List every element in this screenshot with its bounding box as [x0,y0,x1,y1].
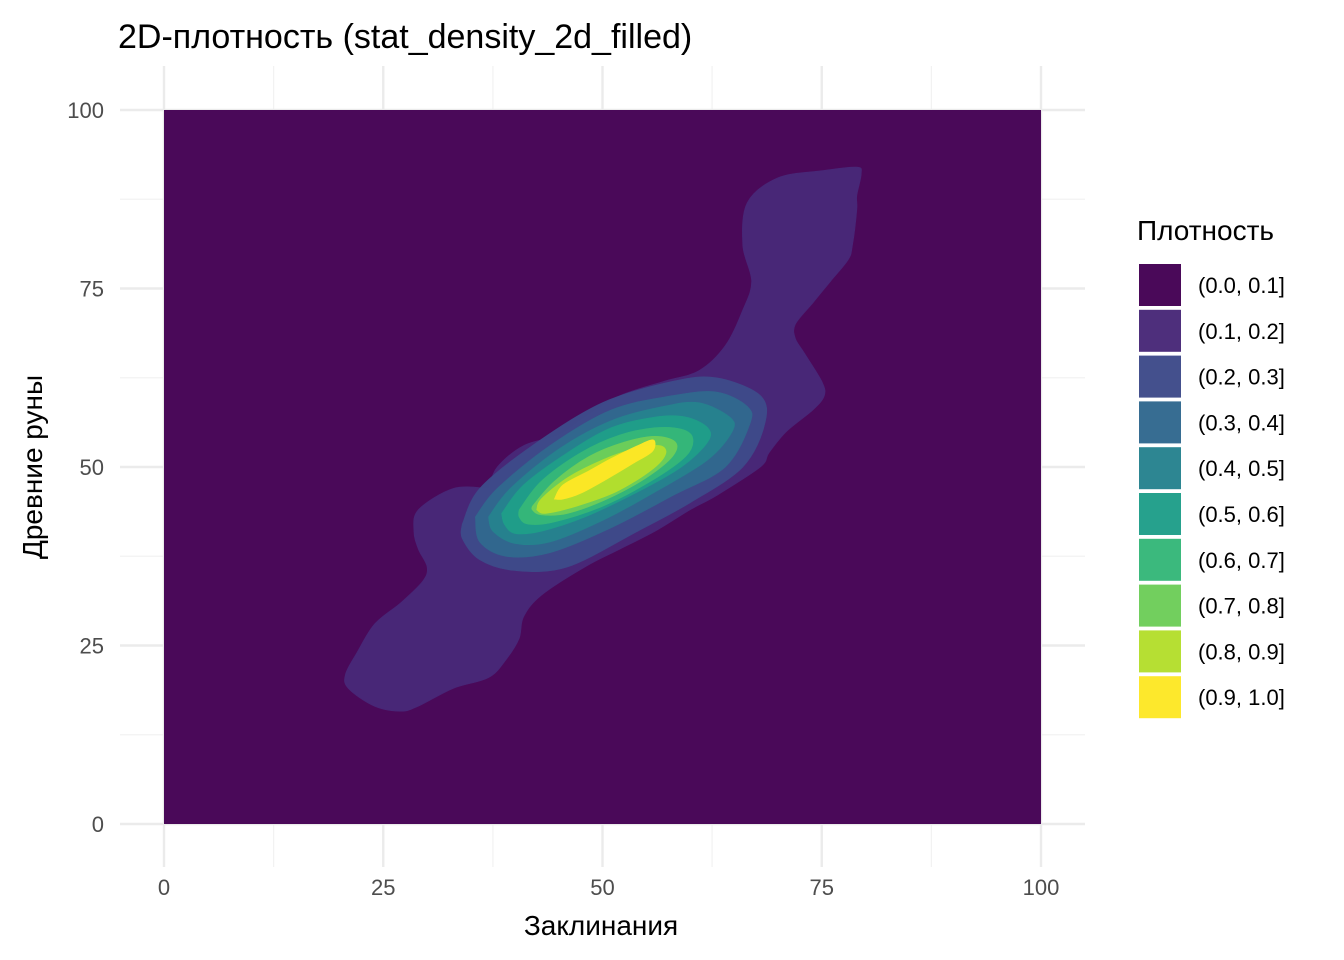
legend-label: (0.1, 0.2] [1198,319,1285,344]
x-axis: 0 25 50 75 100 [158,875,1059,900]
legend-label: (0.4, 0.5] [1198,456,1285,481]
legend-swatch [1139,676,1181,719]
legend-swatch [1139,355,1181,398]
legend-swatch [1139,447,1181,490]
legend-swatch [1139,401,1181,444]
density-band-9 [553,439,656,500]
legend-swatch [1139,538,1181,581]
chart-title: 2D-плотность (stat_density_2d_filled) [118,18,692,56]
legend-swatch [1139,264,1181,306]
legend-label: (0.6, 0.7] [1198,548,1285,573]
legend-swatch [1139,630,1181,673]
legend-label: (0.0, 0.1] [1198,273,1285,298]
y-tick-label: 0 [92,812,104,837]
x-tick-label: 0 [158,875,170,900]
legend-swatch [1139,309,1181,352]
legend-swatch [1139,584,1181,627]
legend-label: (0.7, 0.8] [1198,594,1285,619]
x-tick-label: 75 [810,875,834,900]
legend-label: (0.8, 0.9] [1198,639,1285,664]
y-tick-label: 75 [80,277,104,302]
y-axis-title: Древние руны [17,375,48,559]
y-tick-label: 50 [80,455,104,480]
legend-swatch [1139,493,1181,535]
x-axis-title: Заклинания [524,910,678,941]
x-tick-label: 25 [371,875,395,900]
plot-panel [164,110,1041,824]
legend-label: (0.3, 0.4] [1198,410,1285,435]
x-tick-label: 50 [590,875,614,900]
x-tick-label: 100 [1023,875,1060,900]
y-axis: 0 25 50 75 100 [67,98,104,837]
legend: (0.0, 0.1] (0.1, 0.2] (0.2, 0.3] (0.3, 0.4]… [1139,264,1285,719]
y-tick-label: 25 [80,634,104,659]
y-tick-label: 100 [67,98,104,123]
legend-label: (0.2, 0.3] [1198,365,1285,390]
legend-label: (0.5, 0.6] [1198,502,1285,527]
legend-title: Плотность [1137,215,1274,246]
legend-label: (0.9, 1.0] [1198,685,1285,710]
